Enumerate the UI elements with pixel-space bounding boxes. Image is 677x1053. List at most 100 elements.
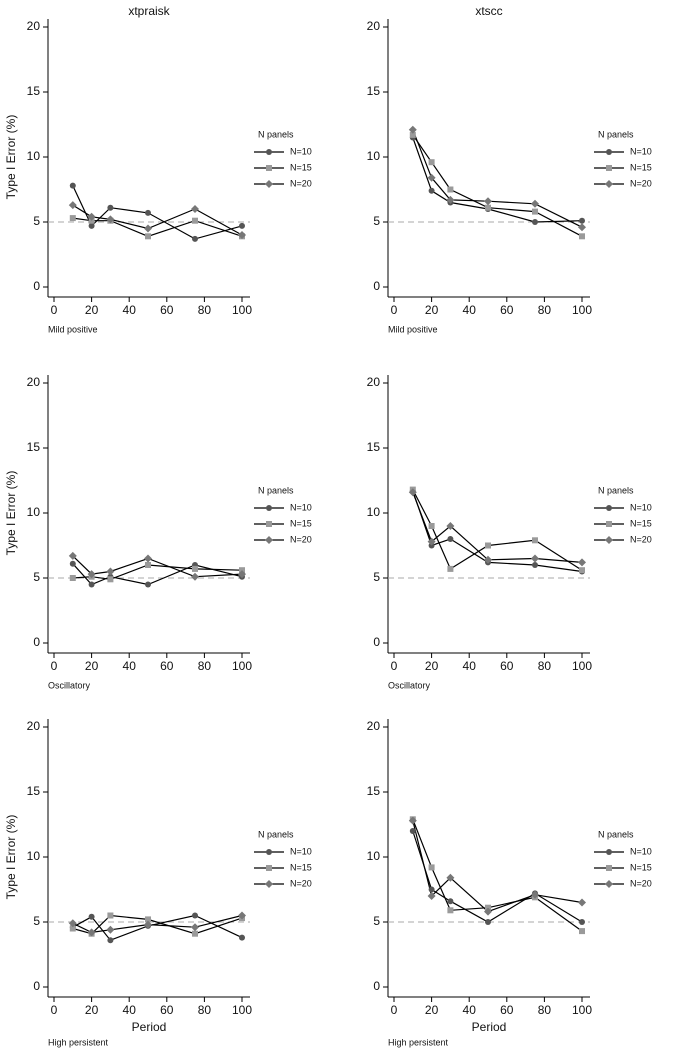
y-tick-label: 10 — [27, 149, 41, 163]
series-line — [412, 137, 583, 223]
legend-marker — [266, 149, 272, 155]
legend-marker — [265, 880, 273, 888]
series-line — [72, 204, 243, 236]
marker — [579, 567, 585, 574]
x-tick-label: 40 — [463, 303, 477, 317]
marker — [192, 235, 198, 242]
marker — [69, 575, 76, 581]
marker — [239, 222, 245, 229]
marker — [191, 923, 199, 932]
marker — [106, 215, 115, 224]
marker — [532, 208, 538, 215]
marker — [107, 912, 114, 919]
legend-marker — [266, 849, 272, 855]
marker — [531, 199, 539, 208]
legend-label: N=15 — [630, 862, 652, 872]
legend-title: N panels — [598, 129, 634, 139]
series-line — [72, 914, 243, 941]
legend-marker — [266, 505, 272, 511]
marker — [427, 537, 436, 546]
marker — [579, 919, 585, 925]
marker — [191, 572, 199, 581]
legend-label: N=10 — [630, 502, 652, 512]
marker — [88, 222, 95, 229]
legend-label: N=20 — [290, 878, 312, 888]
marker — [87, 570, 96, 579]
legend-label: N=15 — [290, 518, 312, 528]
panel-note: Oscillatory — [48, 680, 91, 690]
marker — [447, 536, 454, 542]
legend-marker — [265, 180, 273, 188]
marker — [409, 131, 416, 138]
marker — [88, 581, 95, 588]
marker — [409, 828, 416, 834]
y-tick-label: 5 — [373, 214, 380, 228]
legend-marker — [606, 849, 612, 855]
marker — [579, 217, 585, 224]
panel-note: High persistent — [48, 1037, 109, 1047]
y-axis-label: Type I Error (%) — [4, 815, 18, 900]
series-line — [412, 134, 583, 237]
series-line — [412, 830, 583, 923]
panel-note: Mild positive — [48, 324, 98, 334]
legend-label: N=10 — [290, 846, 312, 856]
x-tick-label: 40 — [123, 1003, 137, 1017]
legend-label: N=10 — [630, 146, 652, 156]
y-tick-label: 15 — [367, 84, 381, 98]
y-tick-label: 20 — [27, 19, 41, 33]
legend-label: N=15 — [290, 862, 312, 872]
marker — [144, 920, 152, 929]
legend-marker — [606, 149, 612, 155]
panel-note: Mild positive — [388, 324, 438, 334]
x-tick-label: 40 — [463, 659, 477, 673]
x-tick-label: 100 — [232, 303, 252, 317]
x-tick-label: 60 — [160, 1003, 174, 1017]
y-tick-label: 20 — [27, 719, 41, 733]
marker — [446, 195, 455, 204]
marker — [578, 898, 586, 907]
marker — [427, 892, 436, 900]
x-tick-label: 80 — [538, 659, 552, 673]
y-tick-label: 0 — [373, 279, 380, 293]
y-tick-label: 20 — [367, 719, 381, 733]
marker — [68, 551, 77, 560]
y-tick-label: 5 — [33, 570, 40, 584]
legend-marker — [265, 536, 273, 544]
legend-label: N=15 — [630, 518, 652, 528]
x-tick-label: 40 — [123, 303, 137, 317]
marker — [532, 219, 538, 225]
marker — [107, 937, 114, 944]
x-tick-label: 0 — [51, 659, 58, 673]
y-tick-label: 0 — [33, 279, 40, 293]
series-line — [412, 820, 583, 913]
series-line — [72, 185, 243, 240]
y-tick-label: 10 — [367, 505, 381, 519]
marker — [427, 173, 436, 182]
marker — [192, 930, 198, 937]
marker — [446, 522, 455, 530]
legend-marker — [606, 505, 612, 511]
marker — [88, 913, 95, 920]
marker — [106, 925, 115, 934]
legend-marker — [606, 521, 612, 527]
marker — [145, 562, 151, 568]
marker — [484, 907, 492, 916]
x-tick-label: 0 — [391, 659, 398, 673]
y-tick-label: 10 — [367, 849, 381, 863]
marker — [192, 565, 198, 572]
marker — [87, 928, 96, 937]
legend-marker — [606, 865, 612, 871]
legend-marker — [266, 865, 272, 871]
marker — [87, 212, 96, 221]
x-tick-label: 40 — [123, 659, 137, 673]
marker — [238, 570, 246, 579]
y-tick-label: 15 — [27, 84, 41, 98]
marker — [428, 187, 435, 194]
panel-note: High persistent — [388, 1037, 449, 1047]
x-tick-label: 0 — [391, 303, 398, 317]
series-line — [412, 489, 583, 571]
legend-marker — [266, 521, 272, 527]
marker — [68, 201, 77, 210]
x-tick-label: 0 — [51, 1003, 58, 1017]
